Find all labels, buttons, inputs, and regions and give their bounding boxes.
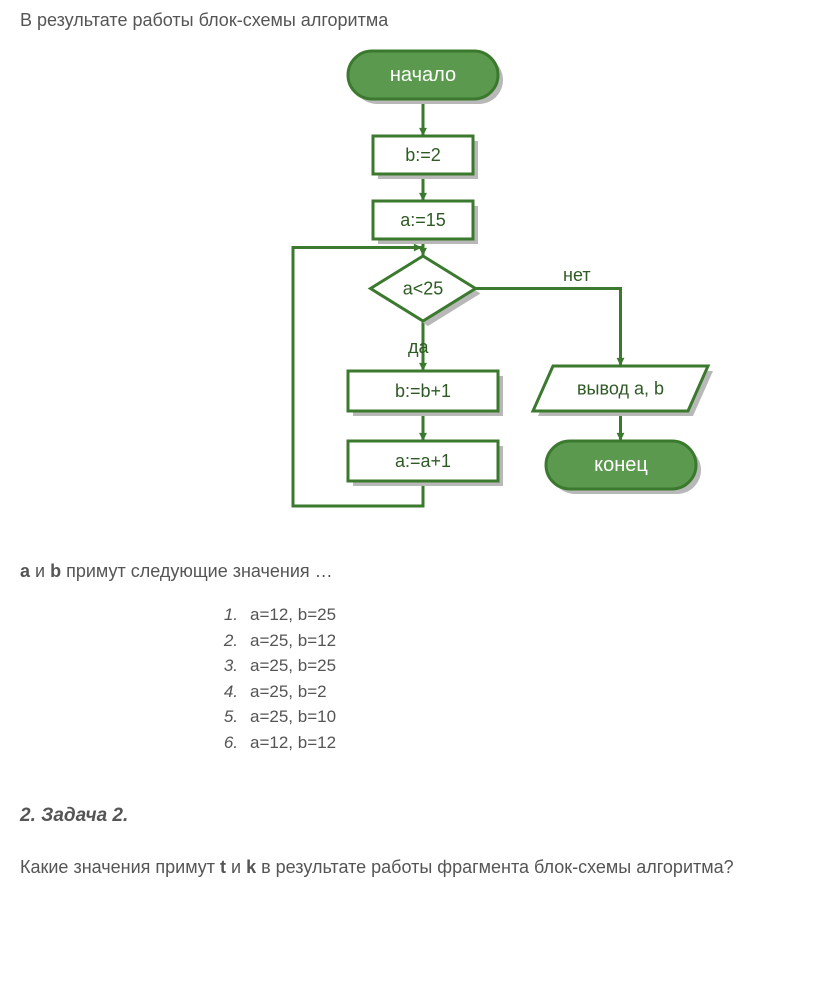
svg-text:начало: начало bbox=[390, 64, 456, 86]
svg-text:да: да bbox=[408, 337, 430, 357]
svg-text:b:=2: b:=2 bbox=[405, 145, 441, 165]
svg-text:вывод a, b: вывод a, b bbox=[577, 379, 664, 399]
answer-option: 2.a=25, b=12 bbox=[210, 628, 796, 654]
flowchart-svg: начало b:=2 a:=15 a<25 b:=b+1 a:=a+1 вывод a, … bbox=[88, 41, 728, 531]
answer-options: 1.a=12, b=252.a=25, b=123.a=25, b=254.a=… bbox=[210, 602, 796, 755]
svg-text:конец: конец bbox=[594, 454, 648, 476]
answers-intro: a и b примут следующие значения … bbox=[20, 561, 796, 582]
svg-text:нет: нет bbox=[563, 265, 591, 285]
svg-text:a:=15: a:=15 bbox=[400, 210, 446, 230]
question-intro: В результате работы блок-схемы алгоритма bbox=[20, 10, 796, 31]
answer-option: 5.a=25, b=10 bbox=[210, 704, 796, 730]
task2-text: Какие значения примут t и k в результате… bbox=[20, 857, 796, 878]
answer-option: 4.a=25, b=2 bbox=[210, 679, 796, 705]
answer-option: 1.a=12, b=25 bbox=[210, 602, 796, 628]
flowchart-container: начало b:=2 a:=15 a<25 b:=b+1 a:=a+1 вывод a, … bbox=[20, 41, 796, 531]
answer-option: 3.a=25, b=25 bbox=[210, 653, 796, 679]
task2-heading: 2. Задача 2. bbox=[20, 805, 796, 827]
answer-option: 6.a=12, b=12 bbox=[210, 730, 796, 756]
svg-text:b:=b+1: b:=b+1 bbox=[395, 381, 451, 401]
svg-text:a<25: a<25 bbox=[403, 279, 444, 299]
svg-text:a:=a+1: a:=a+1 bbox=[395, 451, 451, 471]
